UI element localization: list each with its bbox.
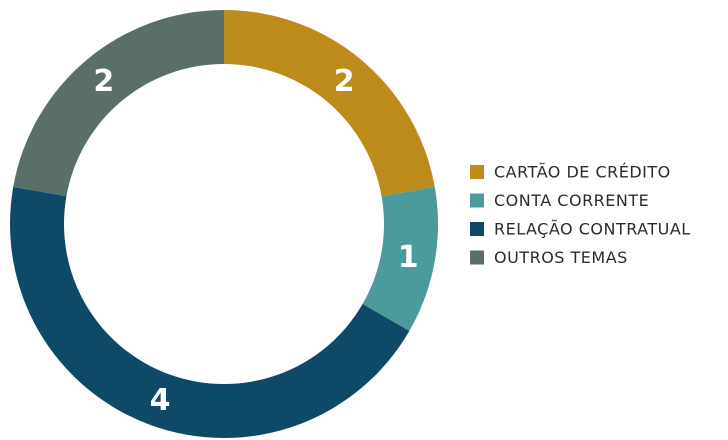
data-label: 2 xyxy=(93,64,114,99)
legend-label: RELAÇÃO CONTRATUAL xyxy=(494,220,691,239)
donut-slice xyxy=(9,186,410,438)
legend-swatch xyxy=(470,165,484,179)
legend-label: OUTROS TEMAS xyxy=(494,248,628,267)
legend-swatch xyxy=(470,193,484,208)
legend-label: CONTA CORRENTE xyxy=(494,191,649,210)
donut-slice xyxy=(13,10,224,197)
legend-swatch xyxy=(470,222,484,236)
legend-label: CARTÃO DE CRÉDITO xyxy=(494,163,671,182)
donut-slice xyxy=(362,186,438,331)
data-label: 4 xyxy=(150,383,171,418)
donut-slice xyxy=(224,10,435,197)
legend-swatch xyxy=(470,250,484,265)
data-label: 1 xyxy=(398,240,419,275)
data-label: 2 xyxy=(334,64,355,99)
